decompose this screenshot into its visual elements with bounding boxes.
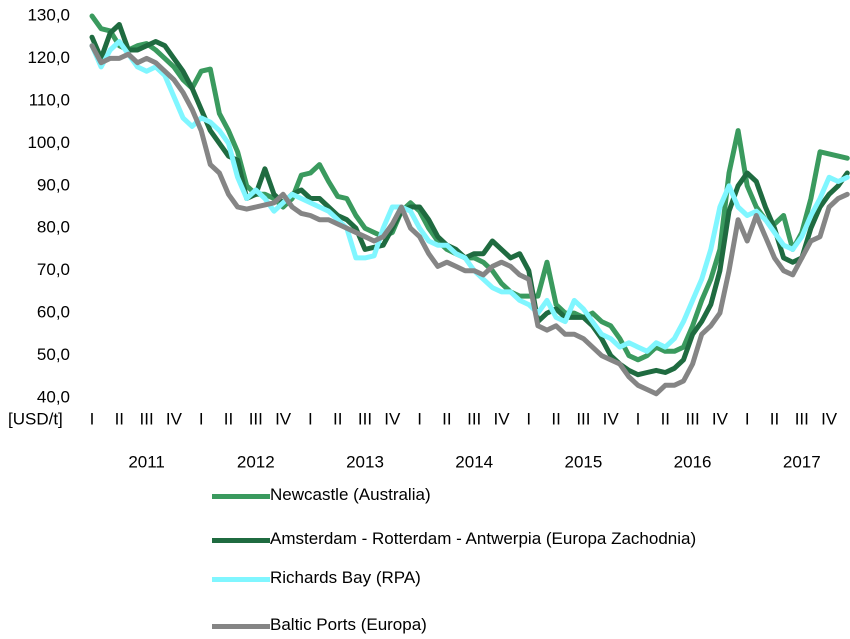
x-tick-label: III (358, 409, 372, 428)
legend-item: Newcastle (Australia) (212, 485, 700, 504)
x-tick-label: III (795, 409, 809, 428)
legend-swatch (212, 494, 270, 499)
series-line (89, 43, 850, 397)
legend-swatch (212, 624, 270, 629)
legend-item: Baltic Ports (Europa) (212, 615, 700, 634)
x-tick-label: I (417, 409, 422, 428)
x-tick-label: II (115, 409, 124, 428)
x-tick-label: III (467, 409, 481, 428)
legend-swatch (212, 538, 270, 543)
x-tick-label: III (576, 409, 590, 428)
series-line (89, 39, 850, 354)
x-tick-label: IV (275, 409, 292, 428)
x-tick-label: II (442, 409, 451, 428)
y-axis-unit: [USD/t] (8, 409, 63, 428)
year-label: 2015 (564, 452, 602, 471)
x-tick-label: II (333, 409, 342, 428)
y-tick-label: 60,0 (37, 303, 70, 322)
x-tick-label: III (140, 409, 154, 428)
x-tick-label: I (308, 409, 313, 428)
legend-label: Amsterdam - Rotterdam - Antwerpia (Europ… (270, 529, 697, 548)
legend-item: Amsterdam - Rotterdam - Antwerpia (Europ… (212, 529, 700, 548)
y-tick-label: 40,0 (37, 387, 70, 406)
x-tick-label: I (90, 409, 95, 428)
legend-label: Newcastle (Australia) (270, 485, 431, 504)
x-tick-label: IV (821, 409, 838, 428)
x-tick-label: IV (603, 409, 620, 428)
x-tick-label: I (745, 409, 750, 428)
x-tick-label: IV (166, 409, 183, 428)
x-tick-label: III (249, 409, 263, 428)
series-line (89, 13, 850, 363)
legend-item: Richards Bay (RPA) (212, 568, 700, 587)
x-tick-label: I (199, 409, 204, 428)
legend-label: Baltic Ports (Europa) (270, 615, 427, 634)
year-label: 2014 (455, 452, 493, 471)
chart: [USD/t] 40,0 50,0 60,0 70,0 80,0 90,0 100,0 110… (8, 5, 850, 471)
y-tick-label: 100,0 (27, 133, 70, 152)
y-tick-label: 120,0 (27, 48, 70, 67)
legend-label: Richards Bay (RPA) (270, 568, 421, 587)
y-tick-label: 80,0 (37, 218, 70, 237)
x-tick-label: II (661, 409, 670, 428)
year-label: 2012 (237, 452, 275, 471)
legend-swatch (212, 577, 270, 582)
year-label: 2013 (346, 452, 384, 471)
year-label: 2016 (674, 452, 712, 471)
x-tick-label: IV (384, 409, 401, 428)
y-tick-label: 130,0 (27, 5, 70, 24)
y-tick-label: 50,0 (37, 345, 70, 364)
x-tick-label: IV (712, 409, 729, 428)
x-tick-label: III (686, 409, 700, 428)
x-tick-label: IV (493, 409, 510, 428)
year-label: 2017 (783, 452, 821, 471)
x-tick-label: I (526, 409, 531, 428)
series-line (89, 22, 850, 378)
year-label: 2011 (128, 452, 165, 471)
y-tick-label: 90,0 (37, 175, 70, 194)
y-tick-label: 70,0 (37, 260, 70, 279)
x-tick-label: I (636, 409, 641, 428)
x-tick-label: II (770, 409, 779, 428)
x-tick-label: II (224, 409, 233, 428)
x-tick-label: II (551, 409, 560, 428)
y-tick-label: 110,0 (29, 90, 70, 109)
